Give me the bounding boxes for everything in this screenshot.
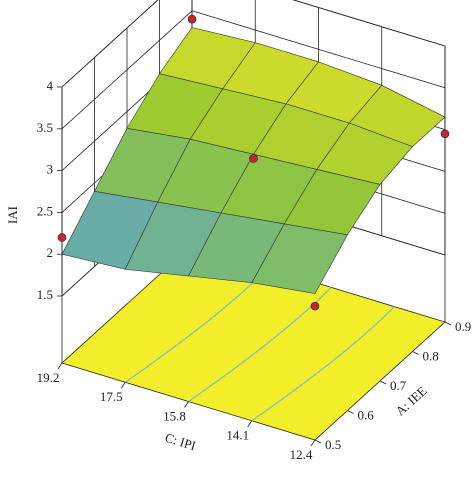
x-tick bbox=[310, 439, 316, 447]
floor-contour bbox=[188, 286, 332, 402]
design-point bbox=[57, 233, 67, 242]
y-tick bbox=[379, 380, 387, 385]
y-tick bbox=[347, 410, 354, 414]
x-tick-label: 12.4 bbox=[290, 447, 313, 462]
floor-contour bbox=[251, 306, 395, 422]
design-point bbox=[249, 154, 258, 163]
surface-patch bbox=[251, 223, 348, 294]
y-tick-label: 0.6 bbox=[358, 407, 375, 422]
x-tick bbox=[184, 401, 189, 408]
y-tick bbox=[314, 439, 322, 444]
y-tick-label: 0.5 bbox=[325, 437, 341, 452]
y-tick bbox=[412, 351, 419, 355]
y-tick-label: 0.8 bbox=[423, 348, 439, 363]
x-tick-label: 19.2 bbox=[37, 370, 60, 385]
z-tick-label: 4 bbox=[47, 78, 54, 93]
x-tick-label: 14.1 bbox=[226, 428, 249, 443]
z-axis-title: IAI bbox=[5, 206, 20, 224]
y-tick-label: 0.7 bbox=[390, 378, 407, 393]
design-point bbox=[187, 14, 197, 24]
z-tick-label: 1.5 bbox=[37, 287, 53, 302]
design-point bbox=[310, 301, 320, 311]
x-tick-label: 17.5 bbox=[100, 389, 123, 404]
z-tick-label: 3 bbox=[47, 162, 54, 177]
x-axis-title: C: IPI bbox=[163, 430, 197, 454]
z-tick-label: 2.5 bbox=[37, 203, 53, 218]
z-tick-label: 2 bbox=[47, 245, 54, 260]
x-tick-label: 15.8 bbox=[163, 408, 186, 423]
x-tick bbox=[247, 420, 253, 427]
y-tick bbox=[444, 321, 452, 326]
z-tick-label: 3.5 bbox=[37, 120, 53, 135]
x-tick bbox=[57, 362, 63, 370]
design-point bbox=[440, 129, 450, 139]
x-tick bbox=[120, 382, 126, 389]
y-tick-label: 0.9 bbox=[455, 319, 471, 334]
